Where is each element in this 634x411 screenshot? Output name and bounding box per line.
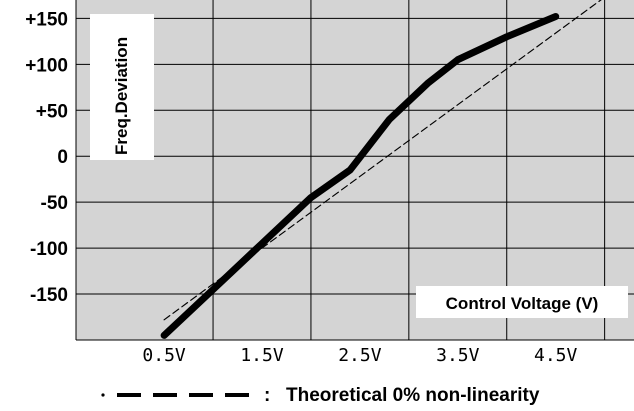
x-tick-label: 2.5V xyxy=(338,345,382,366)
y-tick-label: -50 xyxy=(41,193,68,214)
x-tick-label: 4.5V xyxy=(534,345,578,366)
x-tick-label: 0.5V xyxy=(142,345,186,366)
x-tick-label: 3.5V xyxy=(436,345,480,366)
y-tick-label: +50 xyxy=(36,101,68,122)
series-group xyxy=(160,0,602,339)
y-tick-label: +150 xyxy=(25,9,68,30)
ylabel-box xyxy=(90,14,154,160)
legend-separator: : xyxy=(264,385,270,406)
x-tick-label: 1.5V xyxy=(240,345,284,366)
y-tick-label: 0 xyxy=(57,147,68,168)
y-tick-labels: +150 +100 +50 0 -50 -100 -150 xyxy=(25,9,68,306)
legend-dot xyxy=(101,393,105,397)
plot-background xyxy=(76,0,634,340)
y-tick-label: -150 xyxy=(30,285,68,306)
x-tick-labels: 0.5V 1.5V 2.5V 3.5V 4.5V xyxy=(142,345,577,366)
y-tick-label: -100 xyxy=(30,239,68,260)
theoretical-line xyxy=(163,0,602,321)
y-tick-label: +100 xyxy=(25,55,68,76)
grid xyxy=(75,0,634,341)
x-axis-label: Control Voltage (V) xyxy=(446,294,599,313)
y-axis-label: Freq.Deviation xyxy=(112,37,131,155)
legend: : Theoretical 0% non-linearity xyxy=(101,385,540,406)
legend-label: Theoretical 0% non-linearity xyxy=(286,385,540,406)
xlabel-box xyxy=(416,286,628,318)
